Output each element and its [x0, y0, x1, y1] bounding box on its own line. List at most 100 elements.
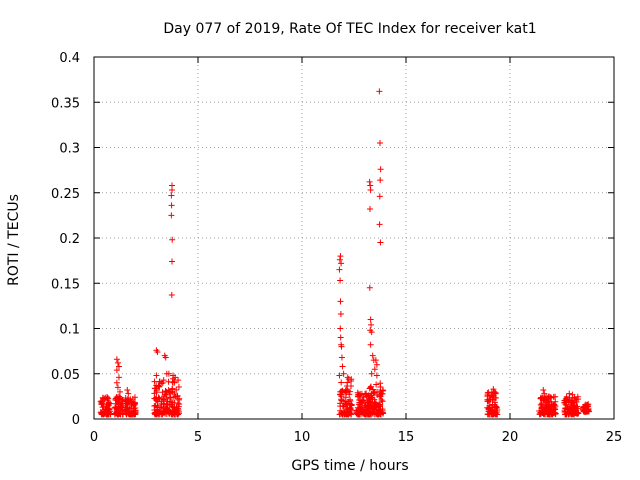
data-point [368, 390, 375, 397]
data-point [575, 410, 582, 417]
data-point [97, 398, 104, 405]
data-point [104, 401, 111, 408]
data-point [371, 396, 378, 403]
x-tick-label: 10 [294, 430, 311, 445]
data-point [168, 292, 175, 299]
data-point [547, 394, 554, 401]
y-tick-label: 0.25 [51, 187, 80, 202]
data-point [342, 394, 349, 401]
data-point [160, 405, 167, 412]
data-point [155, 394, 162, 401]
data-point [540, 387, 547, 394]
data-point [162, 391, 169, 398]
data-point [566, 390, 573, 397]
data-point [337, 277, 344, 284]
data-point [123, 406, 130, 413]
data-point [111, 405, 118, 412]
data-point [377, 177, 384, 184]
data-point [113, 367, 120, 374]
data-point [114, 359, 121, 366]
y-tick-label: 0.05 [51, 368, 80, 383]
data-point [377, 239, 384, 246]
x-axis-label: GPS time / hours [291, 458, 408, 474]
data-point [484, 393, 491, 400]
data-point [543, 406, 550, 413]
data-point [566, 405, 573, 412]
data-point [490, 386, 497, 393]
data-point [357, 399, 364, 406]
data-point [336, 266, 343, 273]
data-point [337, 311, 344, 318]
data-point [369, 352, 376, 359]
data-point [171, 379, 178, 386]
data-point [169, 187, 175, 194]
data-point [131, 394, 138, 401]
data-point [163, 408, 170, 415]
data-point [174, 400, 181, 407]
data-point [340, 370, 347, 377]
data-point [122, 409, 129, 416]
data-point [337, 325, 344, 332]
data-point [168, 192, 175, 199]
data-point [175, 403, 182, 410]
data-point [156, 383, 163, 390]
data-point [377, 403, 384, 410]
data-point [338, 379, 345, 386]
data-point [366, 398, 373, 405]
data-point [338, 260, 345, 267]
data-point [366, 385, 373, 392]
data-point [539, 394, 546, 401]
data-point [347, 405, 354, 412]
data-point [169, 236, 176, 243]
data-point [113, 379, 120, 386]
data-point [340, 397, 347, 404]
data-point [165, 370, 172, 377]
data-point [346, 396, 353, 403]
data-point [339, 363, 346, 370]
data-point [368, 370, 375, 377]
data-point [128, 401, 135, 408]
data-point [168, 202, 175, 209]
data-point [371, 366, 378, 373]
chart-title: Day 077 of 2019, Rate Of TEC Index for r… [163, 21, 536, 37]
axis-ticks: 0 5 10 15 20 25 0 0.05 0.1 0.15 0.2 0.25 0.3 0.35 0.4 [51, 51, 622, 445]
data-point [338, 343, 345, 350]
data-point [151, 410, 158, 417]
data-point [115, 363, 122, 370]
y-tick-label: 0.35 [51, 96, 80, 111]
data-point [368, 321, 375, 328]
data-point [536, 410, 543, 417]
data-point [339, 403, 346, 410]
data-point [341, 389, 348, 396]
data-point [550, 393, 557, 400]
data-point [154, 403, 161, 410]
data-point [377, 380, 384, 387]
data-point [562, 404, 569, 411]
data-point [365, 394, 372, 401]
x-tick-label: 5 [194, 430, 202, 445]
data-point [155, 382, 162, 389]
data-point [373, 361, 380, 368]
data-point [541, 390, 548, 397]
data-point [362, 402, 369, 409]
data-point [378, 396, 385, 403]
data-point [166, 394, 173, 401]
data-point [376, 88, 383, 95]
data-point [173, 386, 180, 393]
data-point [176, 395, 183, 402]
data-point [583, 407, 590, 414]
data-point [347, 383, 354, 390]
data-point [160, 377, 167, 384]
y-tick-label: 0.15 [51, 277, 80, 292]
data-point [357, 405, 364, 412]
data-point [348, 401, 355, 408]
data-point [546, 411, 553, 418]
data-point [103, 406, 110, 413]
data-point [153, 372, 160, 379]
data-point [132, 409, 139, 416]
data-point [346, 391, 353, 398]
y-tick-label: 0 [72, 413, 80, 428]
data-point [376, 393, 383, 400]
data-point [373, 381, 380, 388]
data-point [354, 389, 361, 396]
